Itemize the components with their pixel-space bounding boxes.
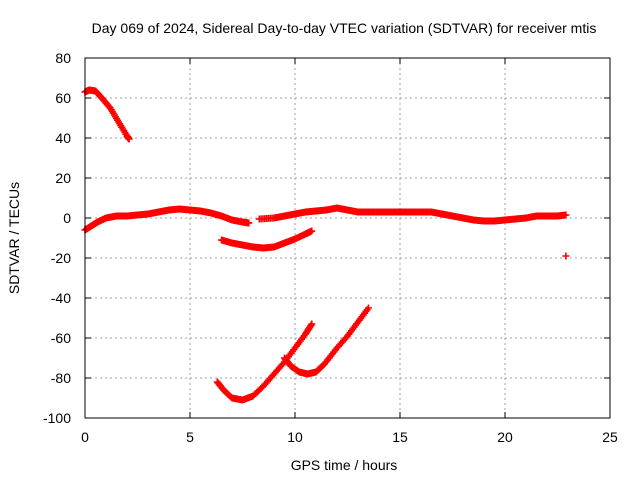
series-arc-low-right xyxy=(281,304,372,378)
data-point xyxy=(245,219,253,227)
data-point xyxy=(562,252,570,260)
axis-ticks: -100 -80 -60 -40 -20 0 20 40 60 80 0 5 10 15 20 25 xyxy=(43,50,618,445)
y-tick-label: -80 xyxy=(51,370,71,386)
y-tick-label: -20 xyxy=(51,250,71,266)
y-tick-label: 20 xyxy=(55,170,71,186)
data-points xyxy=(81,86,570,404)
data-point xyxy=(562,211,570,219)
data-point xyxy=(125,135,133,143)
data-point xyxy=(365,304,372,312)
series-arc-mid-zero xyxy=(255,204,570,225)
series-arc-minus15 xyxy=(218,227,316,252)
grid-lines xyxy=(85,58,610,418)
chart-title: Day 069 of 2024, Sidereal Day-to-day VTE… xyxy=(92,20,597,36)
x-tick-label: 10 xyxy=(287,429,303,445)
data-point xyxy=(308,227,316,235)
series-arc-main-zero xyxy=(81,205,253,234)
y-tick-label: 80 xyxy=(55,50,71,66)
y-tick-label: -100 xyxy=(43,410,71,426)
series-arc-low-left xyxy=(213,320,316,404)
y-tick-label: 40 xyxy=(55,130,71,146)
x-tick-label: 5 xyxy=(186,429,194,445)
series-outlier xyxy=(562,252,570,260)
y-tick-label: -60 xyxy=(51,330,71,346)
series-arc-high xyxy=(81,86,133,143)
data-point xyxy=(308,320,316,328)
x-axis-label: GPS time / hours xyxy=(291,457,398,473)
y-tick-label: 60 xyxy=(55,90,71,106)
plot-frame xyxy=(84,57,611,419)
x-tick-label: 15 xyxy=(392,429,408,445)
x-tick-label: 25 xyxy=(602,429,618,445)
x-tick-label: 0 xyxy=(81,429,89,445)
x-tick-label: 20 xyxy=(497,429,513,445)
y-tick-label: 0 xyxy=(63,210,71,226)
y-tick-label: -40 xyxy=(51,290,71,306)
y-axis-label: SDTVAR / TECUs xyxy=(6,182,22,294)
